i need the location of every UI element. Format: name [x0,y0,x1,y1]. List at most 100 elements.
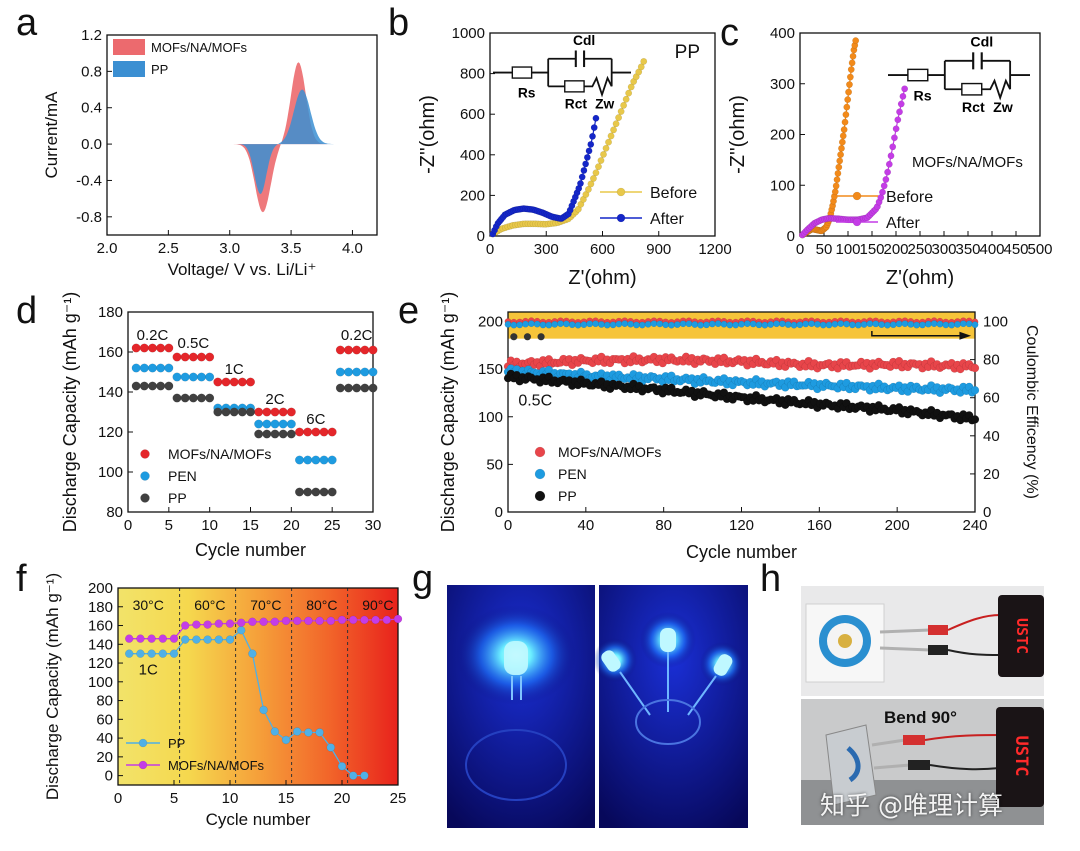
legend-label: MOFs/NA/MOFs [168,758,265,773]
data-point [896,108,903,116]
data-point [335,383,345,393]
ce-point [825,321,833,329]
ce-point [872,320,880,328]
legend-marker [534,490,546,502]
x-tick-label: 200 [883,241,908,258]
data-point [836,157,844,165]
x-tick-label: 2.5 [158,240,179,257]
y-tick-label: 100 [98,464,123,481]
ce-point [883,321,891,329]
ce-point [755,321,763,329]
y-tick-label: 160 [88,618,113,635]
legend-label: MOFs/NA/MOFs [558,444,661,460]
data-point [577,180,584,187]
x-tick-label: 15 [278,790,295,807]
data-point [335,367,345,377]
data-point [343,345,354,355]
rate-label: 0.2C [137,327,169,344]
cv-area-pp [107,89,377,195]
data-point [885,160,893,168]
ce-point [504,320,512,328]
data-point [839,132,847,140]
ce-point [562,320,570,328]
data-point [622,95,630,103]
data-point [319,487,329,497]
data-point [169,634,179,643]
ce-point [574,321,582,329]
data-point [196,393,207,403]
data-point [327,427,337,437]
data-point [262,419,272,429]
data-point [270,429,280,439]
data-point [278,407,288,417]
y-tick-label: 180 [88,599,113,616]
data-point [840,126,848,134]
trend-arrow [871,331,960,337]
x-tick-label: 0 [124,517,132,534]
data-point [221,407,231,417]
data-point [188,352,198,362]
x-axis-label: Z'(ohm) [886,267,954,289]
data-point [229,407,239,417]
ce-point [965,320,973,328]
legend-label: Before [650,185,697,202]
x-tick-label: 500 [1027,241,1052,258]
x-tick-label: 0 [486,241,494,258]
x-tick-label: 10 [201,517,218,534]
y-tick-label: 200 [478,314,503,331]
data-point [281,735,291,745]
y-tick-label: 200 [770,127,795,144]
data-point [136,649,145,658]
data-point [595,163,602,171]
data-point [884,168,892,176]
data-point [848,59,856,67]
panel-label-b: b [388,2,410,44]
data-point [844,96,852,104]
data-point [259,705,268,715]
y-tick-label: 20 [96,749,113,766]
photo-h-bottom: USTC [801,699,1044,825]
y2-tick-label: 40 [983,428,1000,445]
data-point [852,37,860,45]
data-point [286,429,296,439]
y-tick-label: 0.8 [81,63,102,80]
data-point [164,381,174,391]
rate-label: 6C [306,411,325,428]
ce-point [773,320,780,328]
legend-marker [534,446,546,458]
x-axis-label: Z'(ohm) [568,267,636,289]
x-axis-label: Cycle number [686,542,797,562]
data-point [294,455,305,465]
data-point [147,634,156,643]
data-point [337,761,347,771]
data-point [882,176,890,183]
ce-point [537,333,545,341]
data-point [156,363,166,373]
data-point [612,120,620,128]
trend-arrowhead [959,331,972,340]
photo-g-left [447,585,595,828]
data-point [188,372,198,382]
x-tick-label: 300 [534,241,559,258]
data-point [582,160,590,168]
x-axis-label: Cycle number [206,810,311,829]
data-point [360,615,369,625]
ce-point [784,321,792,329]
data-point [311,455,321,465]
legend-marker [616,213,626,223]
rate-label: 0.5C [518,392,552,409]
data-point [164,363,174,373]
data-point [292,616,302,626]
resistor-rs [511,66,533,79]
x-tick-label: 0 [114,790,122,807]
ce-point [580,321,588,329]
data-point [617,108,625,115]
data-point [270,419,280,429]
y-tick-label: 0 [105,768,113,785]
data-point [245,407,256,417]
data-point [180,352,190,362]
ce-point [726,321,734,329]
data-point [360,367,370,377]
data-point [887,152,895,160]
x-tick-label: 40 [577,517,594,534]
